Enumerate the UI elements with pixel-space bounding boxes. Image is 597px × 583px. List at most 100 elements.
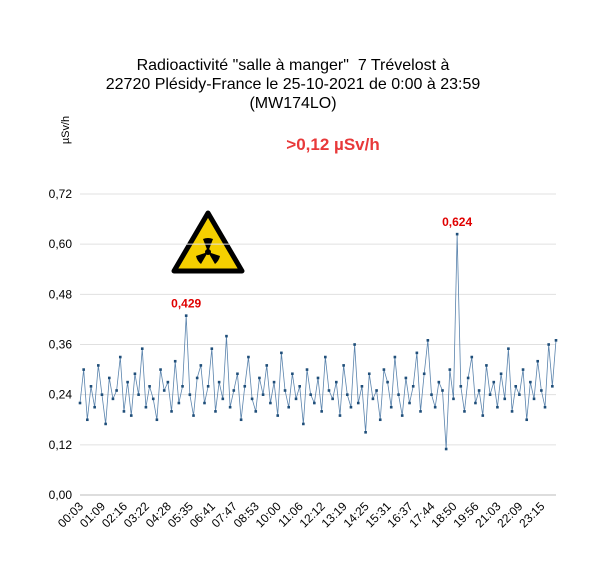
data-point	[437, 380, 441, 384]
data-point	[236, 372, 239, 376]
data-point	[441, 389, 444, 392]
data-point	[166, 380, 170, 384]
data-point	[547, 343, 550, 346]
data-point	[389, 405, 393, 409]
data-point	[188, 393, 192, 396]
data-label: 0,624	[442, 215, 472, 229]
data-point	[203, 401, 206, 405]
data-point	[82, 368, 85, 371]
data-point	[529, 380, 532, 384]
data-point	[192, 414, 195, 417]
y-tick-label: 0,72	[49, 187, 73, 201]
data-point	[532, 397, 536, 401]
data-point	[283, 389, 287, 392]
data-point	[199, 364, 203, 367]
data-point	[221, 397, 225, 401]
data-point	[540, 389, 543, 392]
data-point	[324, 355, 327, 359]
y-tick-label: 0,00	[49, 488, 73, 502]
data-point	[272, 380, 276, 384]
data-point	[382, 368, 386, 371]
data-point	[470, 355, 474, 359]
data-point	[408, 401, 411, 405]
data-point	[144, 405, 148, 409]
data-point	[466, 376, 470, 380]
data-point	[287, 405, 291, 409]
data-point	[206, 385, 210, 388]
data-point	[173, 359, 177, 363]
y-tick-label: 0,24	[49, 388, 73, 402]
data-point	[159, 368, 162, 371]
data-point	[496, 405, 499, 409]
data-point	[477, 389, 481, 392]
data-point	[422, 372, 426, 376]
data-point	[338, 414, 342, 417]
data-point	[518, 393, 521, 396]
data-point	[309, 393, 312, 396]
data-point	[170, 410, 173, 413]
annotation: >0,12 µSv/h	[286, 135, 379, 154]
data-point	[265, 364, 269, 367]
data-point	[291, 372, 294, 376]
data-point	[499, 372, 503, 376]
data-point	[411, 385, 415, 388]
data-label: 0,429	[171, 297, 201, 311]
data-point	[525, 418, 529, 422]
y-tick-label: 0,48	[49, 287, 73, 301]
chart-title: 22720 Plésidy-France le 25-10-2021 de 0:…	[106, 76, 481, 93]
data-point	[133, 372, 137, 376]
data-point	[86, 418, 89, 422]
data-point	[254, 410, 258, 413]
y-tick-label: 0,60	[49, 237, 73, 251]
data-point	[100, 393, 104, 396]
data-point	[345, 393, 349, 396]
data-point	[269, 401, 272, 405]
data-point	[335, 380, 338, 384]
data-point	[459, 385, 463, 388]
data-point	[115, 389, 118, 392]
data-point	[521, 368, 525, 371]
data-point	[543, 405, 547, 409]
data-point	[353, 343, 356, 346]
data-point	[510, 410, 514, 413]
data-point	[400, 414, 404, 417]
data-point	[217, 380, 221, 384]
data-point	[452, 397, 455, 401]
data-point	[426, 339, 430, 342]
data-point	[177, 401, 181, 405]
data-point	[364, 430, 367, 434]
data-point	[463, 410, 466, 413]
data-point	[111, 397, 115, 401]
hazard-icon	[171, 210, 245, 274]
y-tick-label: 0,36	[49, 338, 73, 352]
data-point	[554, 339, 558, 342]
data-point	[316, 376, 320, 380]
data-point	[89, 385, 93, 388]
data-point	[360, 385, 364, 388]
data-point	[488, 393, 492, 396]
data-point	[250, 397, 254, 401]
chart-title: Radioactivité "salle à manger" 7 Trévelo…	[137, 57, 450, 74]
data-point	[280, 351, 283, 355]
data-point	[404, 376, 408, 380]
data-point	[302, 422, 305, 426]
data-point	[371, 397, 375, 401]
data-point	[107, 376, 111, 380]
data-point	[492, 380, 496, 384]
data-point	[151, 397, 155, 401]
data-point	[129, 414, 133, 417]
data-point	[276, 414, 280, 417]
data-point	[247, 355, 250, 359]
data-point	[181, 385, 184, 388]
data-point	[148, 385, 151, 388]
data-point	[305, 368, 309, 371]
data-point	[342, 364, 345, 367]
data-point	[514, 385, 518, 388]
data-point	[481, 414, 485, 417]
data-point	[474, 401, 477, 405]
data-point	[228, 405, 232, 409]
data-point	[155, 418, 159, 422]
data-point	[485, 364, 488, 367]
